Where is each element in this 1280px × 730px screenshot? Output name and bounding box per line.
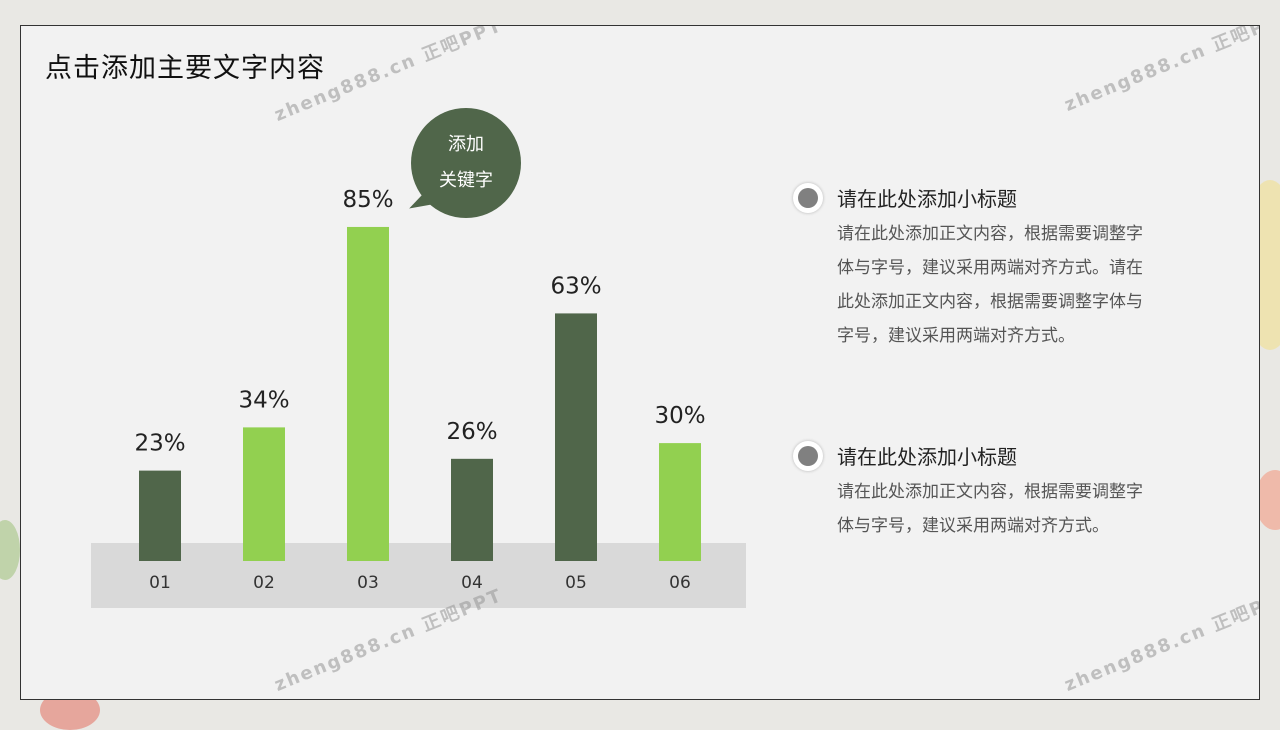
category-label: 04 bbox=[461, 573, 483, 593]
bar-04 bbox=[451, 458, 493, 561]
value-label: 26% bbox=[446, 419, 497, 445]
value-label: 30% bbox=[654, 403, 705, 429]
watermark: zheng888.cn 正吧PPT bbox=[1061, 25, 1260, 116]
bar-02 bbox=[243, 427, 285, 561]
axis-band bbox=[91, 543, 746, 608]
category-label: 01 bbox=[149, 573, 171, 593]
item-body[interactable]: 请在此处添加正文内容，根据需要调整字体与字号，建议采用两端对齐方式。 bbox=[837, 482, 1143, 536]
page-title[interactable]: 点击添加主要文字内容 bbox=[45, 53, 325, 84]
bullet-icon bbox=[793, 183, 823, 213]
watermark: zheng888.cn 正吧PPT bbox=[1061, 584, 1260, 696]
flower-decoration bbox=[0, 520, 20, 580]
bar-05 bbox=[555, 313, 597, 561]
value-label: 34% bbox=[238, 387, 289, 413]
bar-03 bbox=[347, 226, 389, 561]
slide: 点击添加主要文字内容 23% 01 34% 02 85% 03 26% 04 63% 05 30% 0… bbox=[20, 25, 1260, 700]
item-subtitle[interactable]: 请在此处添加小标题 bbox=[837, 187, 1017, 211]
value-label: 23% bbox=[134, 431, 185, 457]
category-label: 02 bbox=[253, 573, 275, 593]
value-label: 63% bbox=[550, 273, 601, 299]
bullet-icon bbox=[793, 441, 823, 471]
category-label: 05 bbox=[565, 573, 587, 593]
category-label: 03 bbox=[357, 573, 379, 593]
callout-line-1: 添加 bbox=[448, 134, 484, 155]
bar-06 bbox=[659, 443, 701, 561]
value-label: 85% bbox=[342, 187, 393, 213]
bar-01 bbox=[139, 470, 181, 561]
item-subtitle[interactable]: 请在此处添加小标题 bbox=[837, 445, 1017, 469]
category-label: 06 bbox=[669, 573, 691, 593]
callout-line-2: 关键字 bbox=[439, 170, 493, 191]
bar-chart: 23% 01 34% 02 85% 03 26% 04 63% 05 30% 06 bbox=[91, 187, 746, 608]
item-body[interactable]: 请在此处添加正文内容，根据需要调整字体与字号，建议采用两端对齐方式。请在此处添加… bbox=[837, 224, 1143, 346]
keyword-callout[interactable]: 添加 关键字 bbox=[411, 108, 521, 218]
